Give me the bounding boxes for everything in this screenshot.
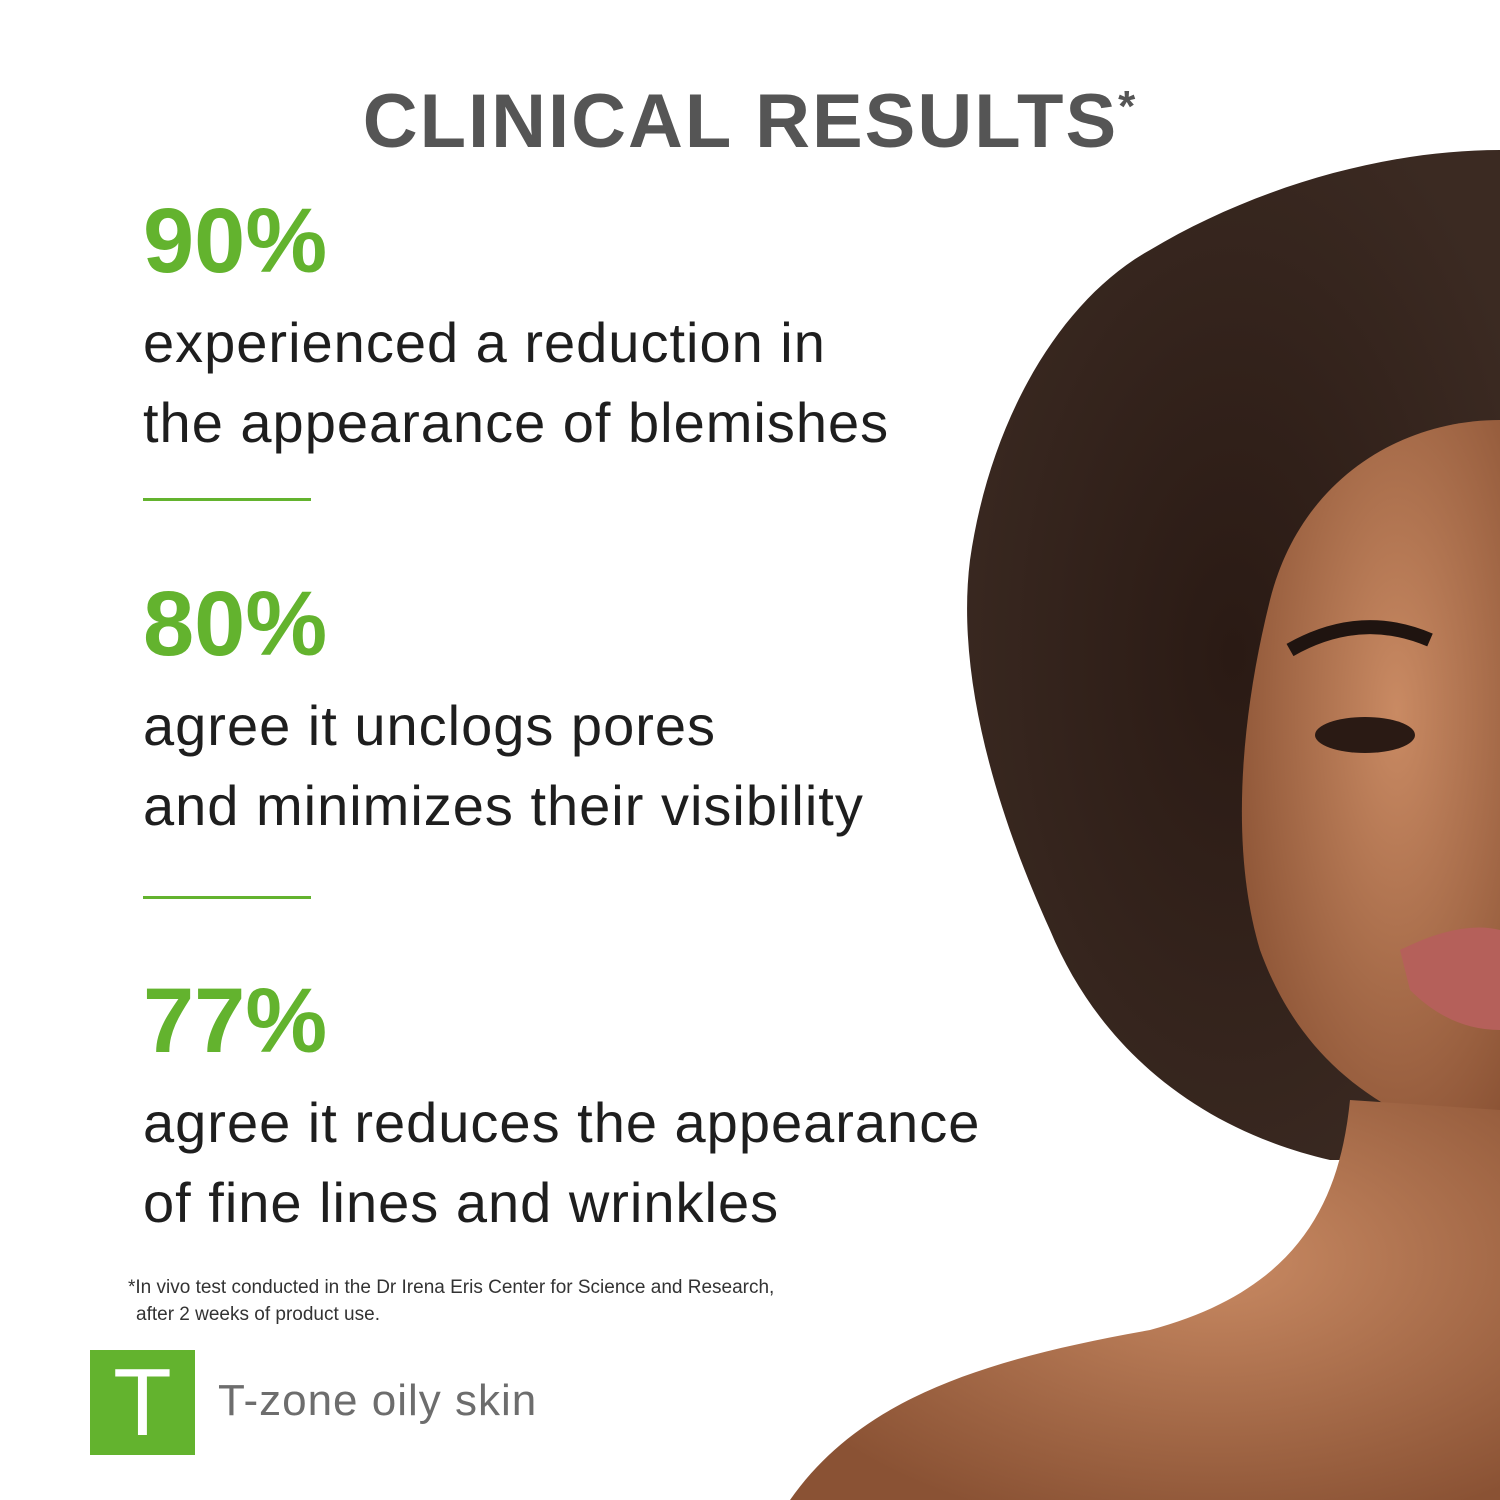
stat-wrinkles: 77% agree it reduces the appearance of fi… bbox=[143, 975, 980, 1243]
stat-value: 90% bbox=[143, 190, 328, 292]
stat-blemishes: 90% experienced a reduction in the appear… bbox=[143, 195, 889, 463]
t-zone-icon: T bbox=[90, 1350, 195, 1455]
stat-pores: 80% agree it unclogs pores and minimizes … bbox=[143, 578, 864, 846]
divider bbox=[143, 896, 311, 899]
stat-value: 80% bbox=[143, 573, 328, 675]
page-title: CLINICAL RESULTS* bbox=[362, 79, 1138, 164]
divider bbox=[143, 498, 311, 501]
stat-value: 77% bbox=[143, 970, 328, 1072]
skin-type-label: T-zone oily skin bbox=[218, 1376, 538, 1425]
stat-description: agree it unclogs pores and minimizes thei… bbox=[143, 694, 864, 837]
neck-shoulder bbox=[790, 1100, 1500, 1500]
footnote: *In vivo test conducted in the Dr Irena … bbox=[128, 1277, 775, 1325]
stat-description: agree it reduces the appearance of fine l… bbox=[143, 1091, 981, 1234]
stat-description: experienced a reduction in the appearance… bbox=[143, 311, 890, 454]
